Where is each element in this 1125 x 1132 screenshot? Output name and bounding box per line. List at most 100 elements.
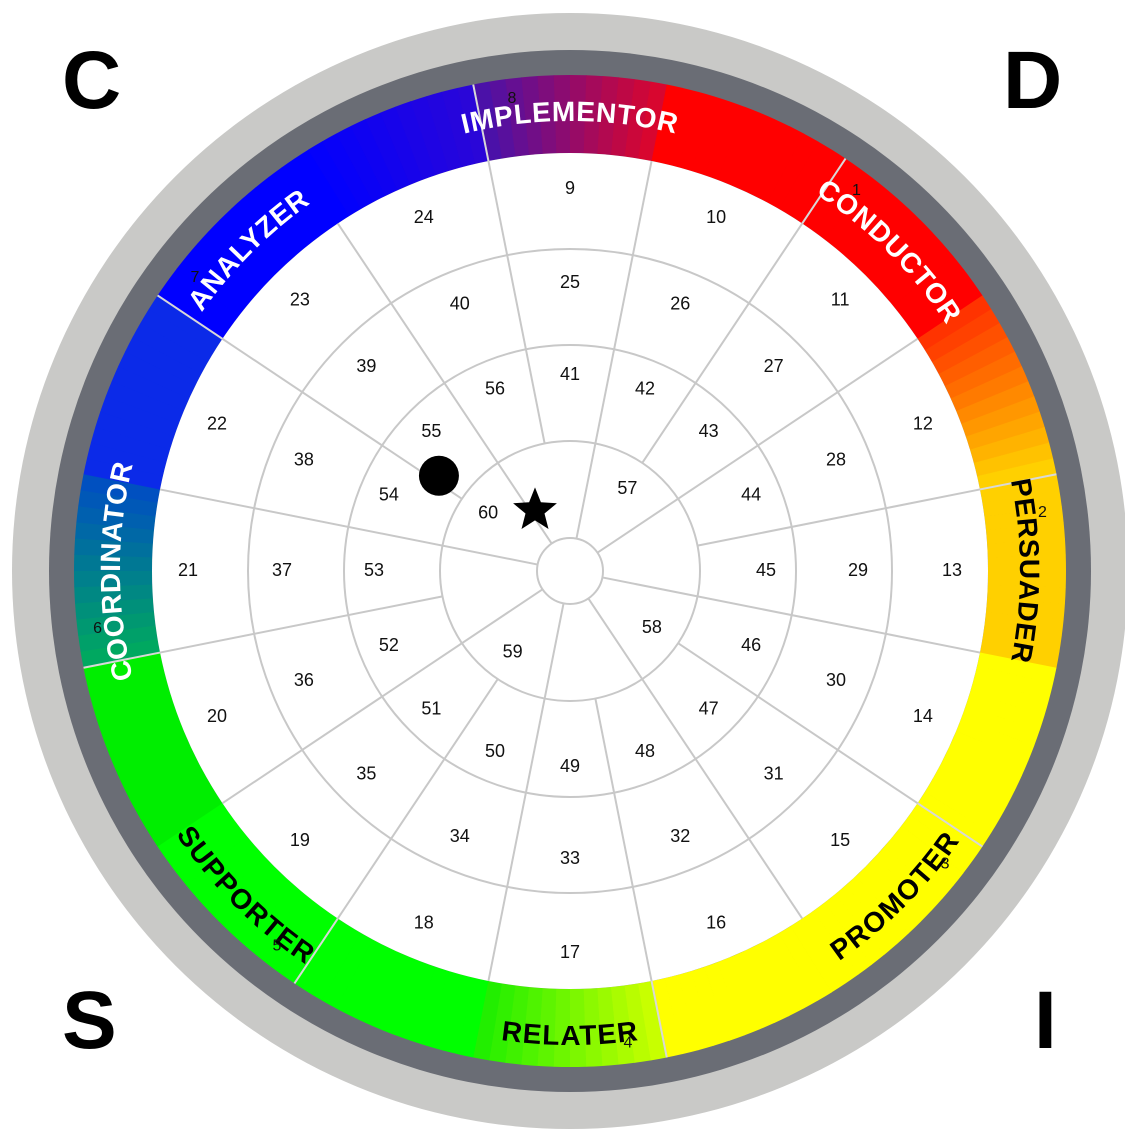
band-slice xyxy=(583,988,603,1067)
band-slice xyxy=(976,652,1057,685)
band-slice xyxy=(865,220,933,286)
band-slice xyxy=(970,427,1050,464)
cell-number: 35 xyxy=(356,763,376,783)
band-slice xyxy=(441,974,476,1055)
band-slice xyxy=(294,149,350,224)
band-slice xyxy=(973,442,1054,477)
band-slice xyxy=(624,983,651,1063)
center-hub xyxy=(536,537,604,605)
band-slice xyxy=(489,79,516,159)
band-slice xyxy=(74,570,153,588)
grid-spoke xyxy=(641,222,804,464)
band-slice xyxy=(125,336,202,387)
band-slice xyxy=(118,743,196,791)
band-slice xyxy=(985,598,1065,621)
band-slice xyxy=(78,489,158,517)
band-slice xyxy=(875,231,944,296)
band-slice xyxy=(874,846,943,911)
cell-number: 33 xyxy=(560,848,580,868)
band-slice xyxy=(140,308,216,362)
band-slice xyxy=(268,167,327,240)
band-slice xyxy=(105,717,184,761)
cell-number: 23 xyxy=(290,290,310,310)
band-slice xyxy=(704,101,746,180)
band-slice xyxy=(938,337,1016,387)
segment-number: 2 xyxy=(1038,504,1047,521)
band-slice xyxy=(961,396,1040,437)
cell-number: 51 xyxy=(421,698,441,718)
corner-label-c: C xyxy=(62,35,121,126)
band-slice xyxy=(90,426,171,463)
band-slice xyxy=(884,243,954,307)
band-slice xyxy=(845,198,910,267)
band-slice xyxy=(148,791,223,847)
band-slice xyxy=(219,208,285,276)
band-slice xyxy=(596,986,619,1066)
band-slice xyxy=(924,780,1000,834)
band-slice xyxy=(979,474,1060,504)
band-slice xyxy=(969,679,1050,716)
star-marker xyxy=(513,487,557,529)
band-slice xyxy=(802,158,860,232)
band-slice xyxy=(132,322,209,374)
grid-spoke xyxy=(336,222,553,545)
band-slice xyxy=(294,918,350,993)
cell-number: 11 xyxy=(831,290,850,310)
band-slice xyxy=(197,231,266,296)
grid-spoke xyxy=(159,595,443,654)
band-slice xyxy=(140,779,216,833)
band-slice xyxy=(729,112,776,191)
cell-number: 27 xyxy=(764,356,784,376)
band-slice xyxy=(950,366,1029,412)
cell-number: 28 xyxy=(826,450,846,470)
band-slice xyxy=(80,473,161,503)
band-slice xyxy=(982,490,1062,517)
cell-number: 12 xyxy=(913,414,933,434)
band-slice xyxy=(111,365,190,412)
band-slice xyxy=(778,925,832,1001)
band-slice xyxy=(901,269,974,328)
cell-number: 53 xyxy=(364,560,384,580)
grid-spoke xyxy=(159,488,538,566)
inner-cell-number: 59 xyxy=(503,642,523,662)
band-slice xyxy=(637,980,667,1061)
band-divider xyxy=(157,294,224,340)
band-slice xyxy=(835,187,898,257)
band-slice xyxy=(704,962,745,1041)
band-slice xyxy=(86,665,167,700)
band-slice xyxy=(979,639,1060,669)
dot-marker xyxy=(418,455,459,496)
band-slice xyxy=(638,81,668,162)
band-slice xyxy=(845,876,910,945)
cell-number: 29 xyxy=(848,560,868,580)
band-slice xyxy=(95,691,175,731)
band-slice xyxy=(766,932,818,1009)
inner-cell-number: 60 xyxy=(478,502,498,522)
cell-number: 24 xyxy=(414,207,434,227)
cell-number: 36 xyxy=(294,670,314,690)
cell-number: 38 xyxy=(294,450,314,470)
band-slice xyxy=(583,75,603,154)
band-slice xyxy=(426,91,463,171)
band-slice xyxy=(472,980,502,1061)
band-slice xyxy=(394,962,436,1041)
band-slice xyxy=(931,768,1008,820)
grid-spoke xyxy=(594,698,653,982)
band-slice xyxy=(610,77,636,157)
band-slice xyxy=(186,835,256,899)
band-slice xyxy=(965,692,1045,731)
grid-spoke xyxy=(697,488,981,547)
grid-spoke xyxy=(677,642,919,805)
band-slice xyxy=(865,856,933,923)
cell-number: 32 xyxy=(670,826,690,846)
grid-spoke xyxy=(596,337,919,554)
band-slice xyxy=(473,81,503,162)
band-slice xyxy=(364,951,411,1030)
band-slice xyxy=(987,554,1066,572)
band-slice xyxy=(767,133,819,210)
grid-spoke xyxy=(487,603,565,982)
cell-number: 31 xyxy=(764,763,784,783)
band-slice xyxy=(280,910,338,984)
band-slice xyxy=(965,411,1045,451)
